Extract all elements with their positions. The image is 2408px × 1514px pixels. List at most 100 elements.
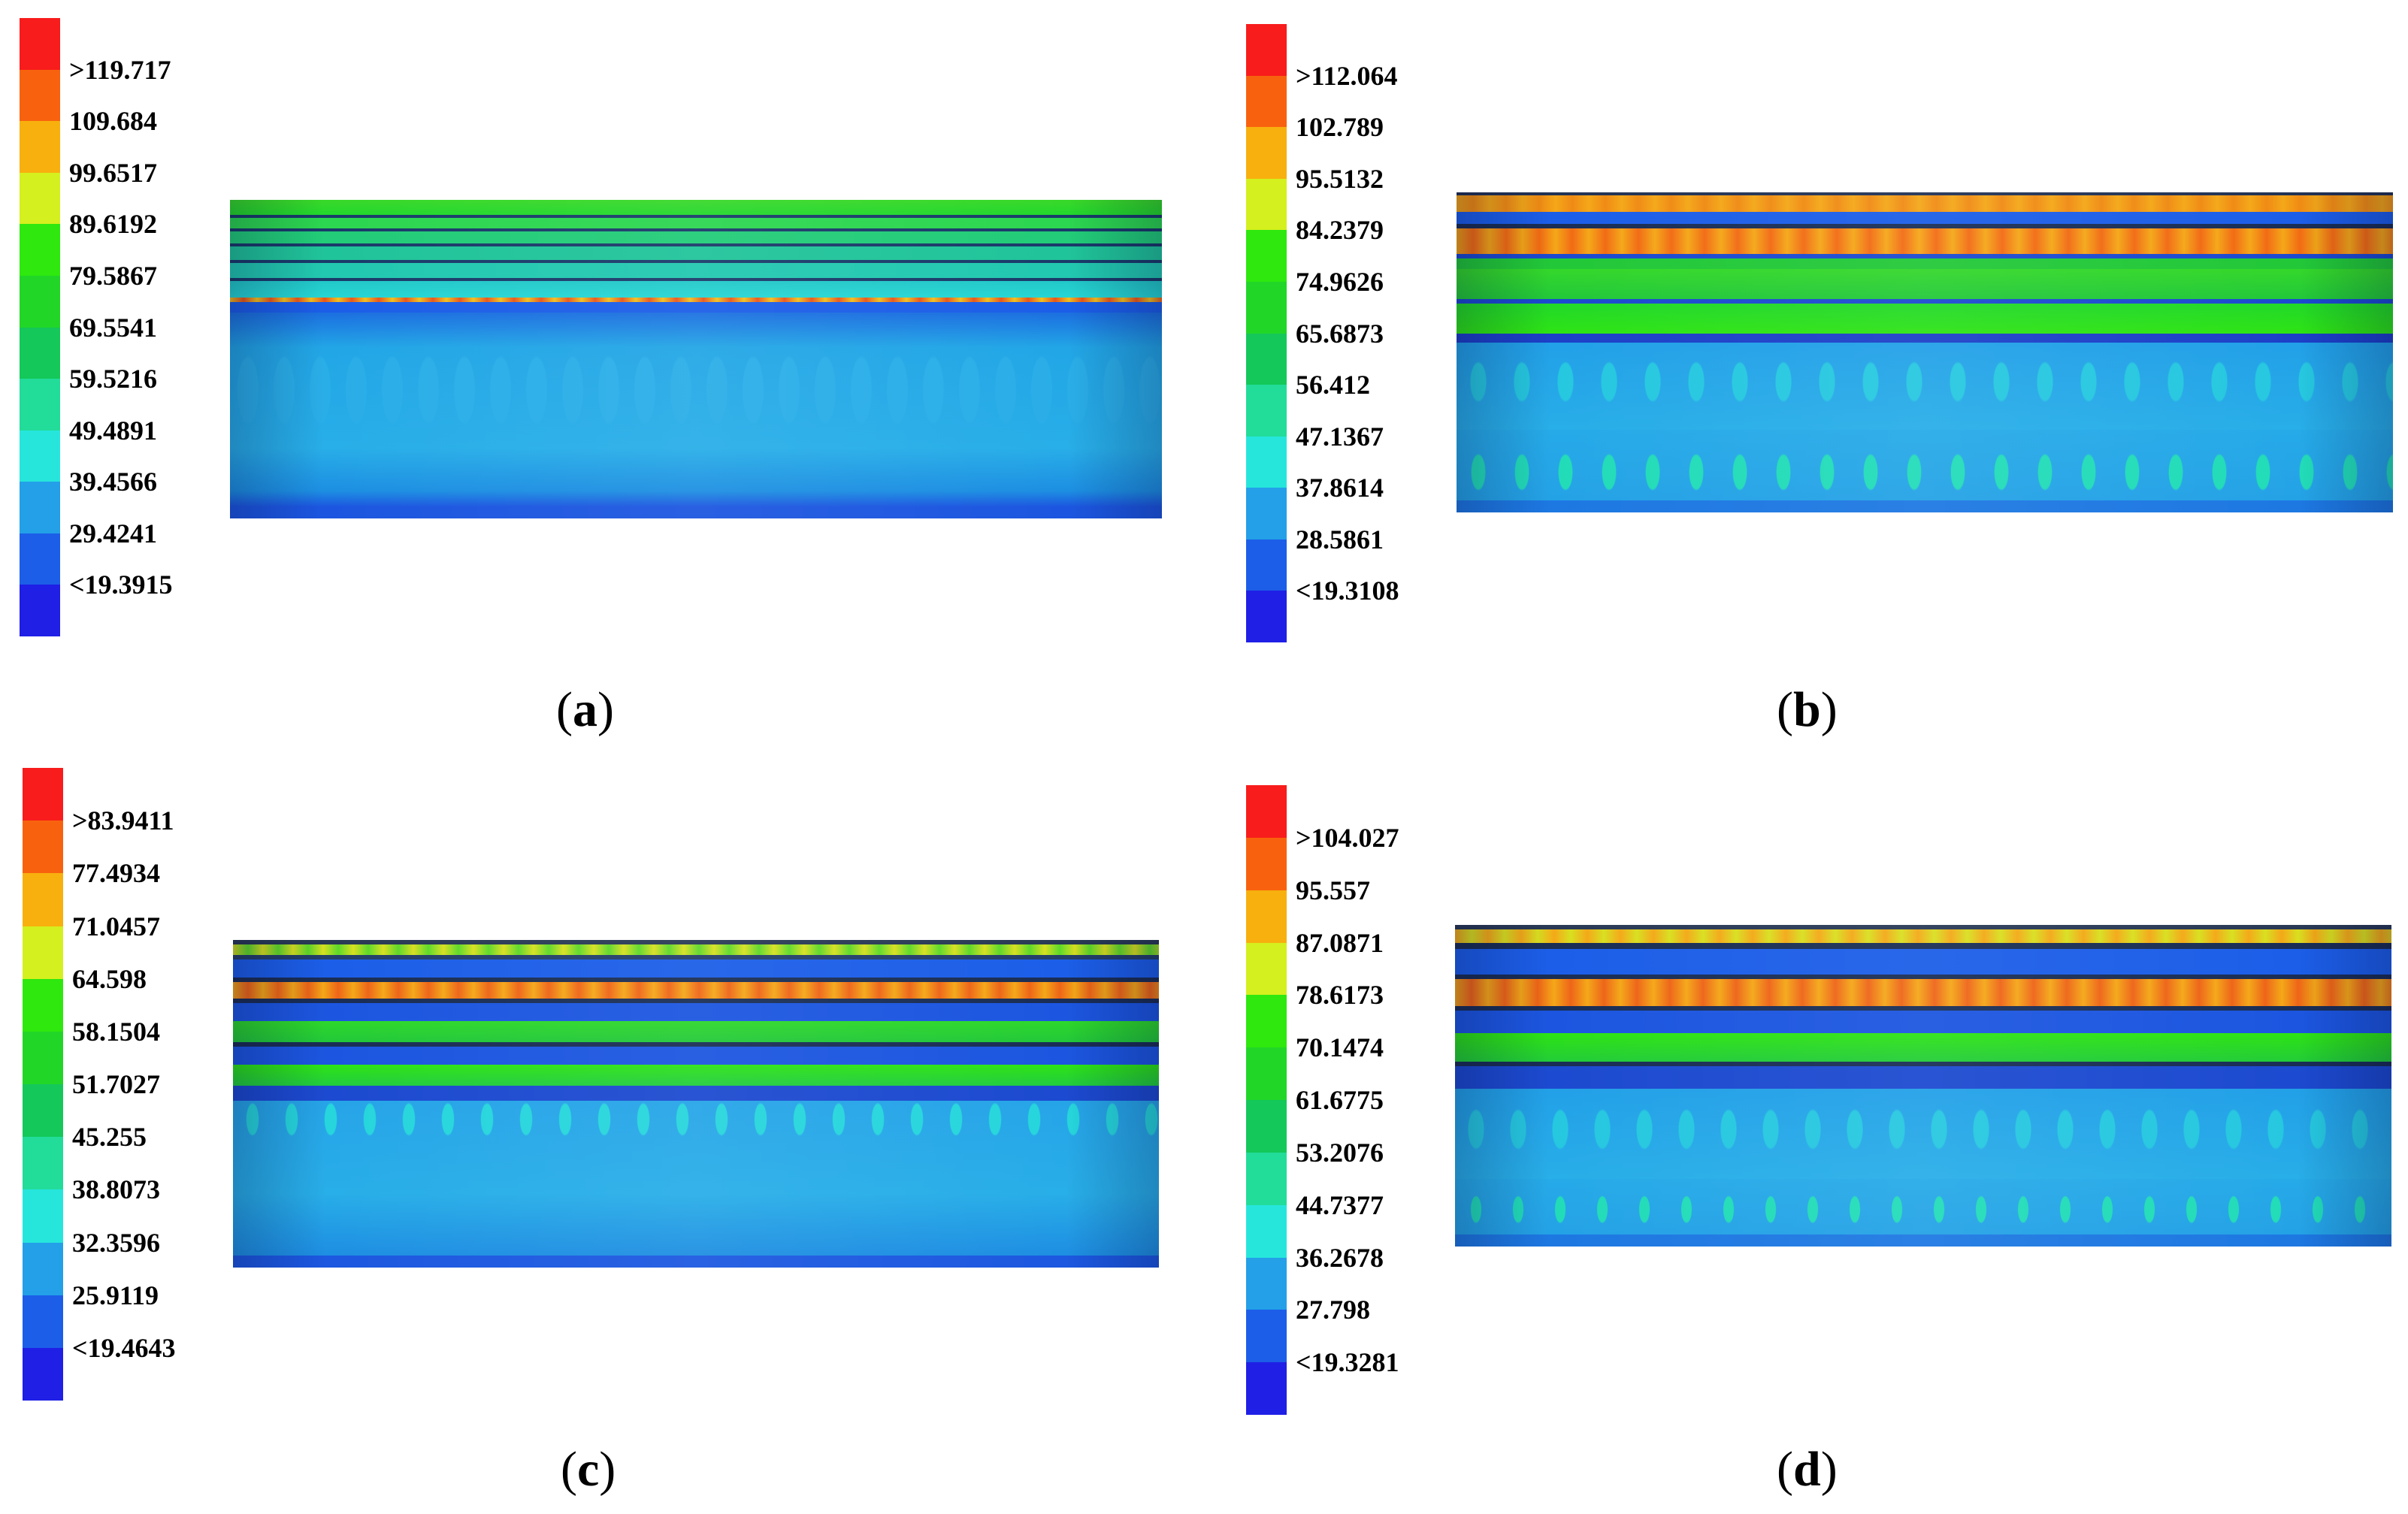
colorbar-swatch bbox=[1246, 385, 1287, 437]
colorbar-tick-label: <19.3281 bbox=[1296, 1347, 1399, 1378]
subfigure-caption: (a) bbox=[556, 682, 614, 737]
colorbar-tick-label: 44.7377 bbox=[1296, 1189, 1384, 1220]
colorbar bbox=[23, 768, 63, 1401]
colorbar-swatch bbox=[23, 1084, 63, 1138]
piston-shading bbox=[1455, 925, 2391, 1247]
piston-band bbox=[1457, 299, 2393, 304]
subfigure-caption: (d) bbox=[1777, 1442, 1838, 1497]
panel-c: (c) >83.9411 77.4934 71.0457 64.598 58.1504 5… bbox=[0, 757, 1204, 1513]
piston-band bbox=[1457, 228, 2393, 254]
colorbar-swatch bbox=[1246, 281, 1287, 334]
colorbar-tick-label: 84.2379 bbox=[1296, 215, 1384, 246]
piston-band bbox=[233, 1021, 1159, 1042]
colorbar-tick-label: 69.5541 bbox=[69, 312, 157, 343]
colorbar-swatch bbox=[1246, 1257, 1287, 1310]
colorbar-tick-label: 79.5867 bbox=[69, 260, 157, 291]
colorbar-swatch bbox=[23, 1137, 63, 1190]
piston-band bbox=[1455, 1089, 2391, 1179]
colorbar-swatch bbox=[1246, 591, 1287, 643]
colorbar-tick-label: 74.9626 bbox=[1296, 266, 1384, 297]
piston-band bbox=[233, 1047, 1159, 1065]
colorbar-swatch bbox=[20, 275, 60, 328]
colorbar-tick-label: 39.4566 bbox=[69, 467, 157, 497]
colorbar-swatch bbox=[20, 585, 60, 637]
colorbar-swatch bbox=[1246, 1100, 1287, 1153]
colorbar-tick-label: 70.1474 bbox=[1296, 1032, 1384, 1063]
piston-band bbox=[233, 982, 1159, 999]
colorbar-swatch bbox=[23, 768, 63, 821]
piston-band bbox=[1455, 943, 2391, 949]
piston-band bbox=[230, 278, 1162, 281]
colorbar-tick-label: 99.6517 bbox=[69, 157, 157, 188]
colorbar-tick-label: 45.255 bbox=[72, 1122, 147, 1153]
colorbar-swatch bbox=[23, 1347, 63, 1401]
piston-band bbox=[230, 260, 1162, 263]
piston-band bbox=[230, 218, 1162, 228]
piston-band bbox=[1455, 1234, 2391, 1247]
piston-shading bbox=[1457, 192, 2393, 512]
piston-band bbox=[230, 200, 1162, 215]
colorbar-swatch bbox=[1246, 24, 1287, 77]
piston-band bbox=[233, 1086, 1159, 1101]
piston-temperature-field bbox=[1457, 192, 2393, 512]
piston-band bbox=[230, 246, 1162, 260]
piston-band bbox=[1457, 192, 2393, 195]
colorbar-swatch bbox=[1246, 75, 1287, 128]
colorbar-tick-label: >119.717 bbox=[69, 54, 171, 85]
piston-band bbox=[230, 302, 1162, 313]
colorbar-swatch bbox=[1246, 1362, 1287, 1416]
piston-band bbox=[1457, 334, 2393, 343]
panel-a: (a) >119.717 109.684 99.6517 89.6192 79.5867… bbox=[0, 0, 1204, 757]
piston-shading bbox=[233, 940, 1159, 1268]
colorbar-swatch bbox=[23, 873, 63, 926]
piston-band bbox=[230, 298, 1162, 302]
colorbar-swatch bbox=[1246, 539, 1287, 591]
colorbar-swatch bbox=[1246, 230, 1287, 283]
colorbar-tick-label: 51.7027 bbox=[72, 1069, 160, 1099]
colorbar bbox=[20, 18, 60, 637]
piston-band bbox=[230, 215, 1162, 218]
colorbar-swatch bbox=[20, 430, 60, 482]
colorbar-tick-label: 38.8073 bbox=[72, 1174, 160, 1205]
colorbar-tick-label: 95.5132 bbox=[1296, 163, 1384, 194]
colorbar-tick-label: 95.557 bbox=[1296, 875, 1370, 905]
colorbar-swatch bbox=[1246, 942, 1287, 996]
piston-band bbox=[233, 999, 1159, 1003]
colorbar-tick-label: <19.4643 bbox=[72, 1332, 176, 1363]
piston-band bbox=[230, 243, 1162, 246]
colorbar bbox=[1246, 24, 1287, 643]
colorbar-swatch bbox=[1246, 436, 1287, 488]
piston-band bbox=[233, 1042, 1159, 1047]
colorbar-tick-label: 71.0457 bbox=[72, 911, 160, 941]
colorbar-swatch bbox=[1246, 178, 1287, 231]
piston-band bbox=[233, 978, 1159, 982]
colorbar-tick-label: 77.4934 bbox=[72, 858, 160, 889]
piston-band bbox=[1455, 1062, 2391, 1066]
piston-band bbox=[1455, 1066, 2391, 1089]
colorbar-swatch bbox=[23, 1031, 63, 1085]
piston-band bbox=[230, 263, 1162, 278]
piston-band bbox=[233, 940, 1159, 944]
colorbar-tick-label: >104.027 bbox=[1296, 822, 1399, 853]
colorbar-tick-label: 102.789 bbox=[1296, 112, 1384, 143]
colorbar-swatch bbox=[1246, 127, 1287, 180]
colorbar-swatch bbox=[1246, 488, 1287, 540]
colorbar-tick-label: 27.798 bbox=[1296, 1295, 1370, 1325]
piston-band bbox=[1455, 949, 2391, 975]
colorbar-swatch bbox=[23, 978, 63, 1032]
colorbar-tick-label: 56.412 bbox=[1296, 370, 1370, 400]
piston-band bbox=[1455, 975, 2391, 979]
piston-band bbox=[233, 1256, 1159, 1268]
colorbar-swatch bbox=[20, 172, 60, 225]
colorbar-swatch bbox=[20, 379, 60, 431]
colorbar-swatch bbox=[20, 327, 60, 379]
piston-band bbox=[233, 955, 1159, 959]
colorbar-tick-label: 78.6173 bbox=[1296, 980, 1384, 1011]
colorbar-tick-label: >112.064 bbox=[1296, 60, 1398, 91]
colorbar-tick-label: 32.3596 bbox=[72, 1227, 160, 1258]
piston-band bbox=[233, 1101, 1159, 1256]
colorbar-swatch bbox=[20, 533, 60, 585]
colorbar-swatch bbox=[20, 121, 60, 174]
colorbar-swatch bbox=[1246, 333, 1287, 385]
piston-band bbox=[230, 228, 1162, 231]
